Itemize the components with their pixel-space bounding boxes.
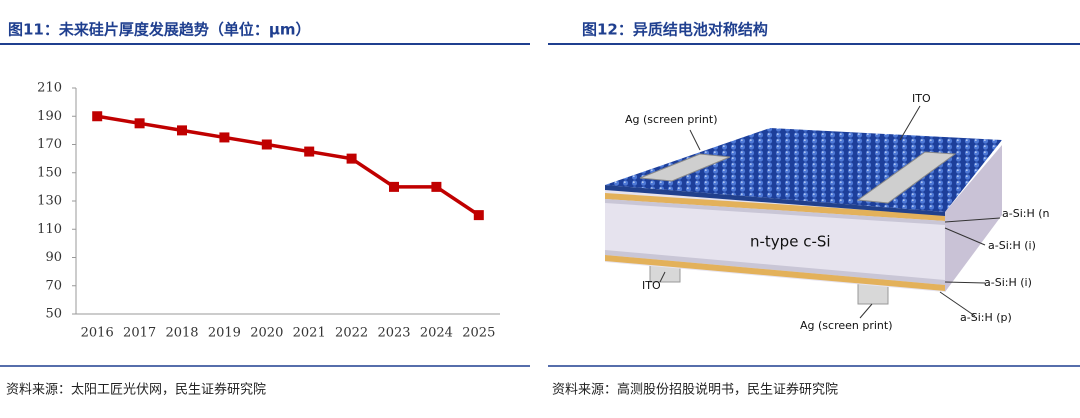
diagram-label: a-Si:H (n xyxy=(1002,207,1050,220)
marker xyxy=(304,146,315,157)
leader xyxy=(659,271,666,283)
top-contact xyxy=(639,153,731,182)
leader xyxy=(944,227,986,246)
chart-title: 图11：未来硅片厚度发展趋势（单位：μm） xyxy=(8,21,311,39)
leader xyxy=(944,281,986,284)
marker xyxy=(134,118,145,129)
line xyxy=(96,114,480,217)
x-tick-label: 2021 xyxy=(293,326,326,341)
marker xyxy=(219,132,230,143)
bottom-contact xyxy=(857,283,889,305)
marker xyxy=(261,139,272,150)
x-tick-label: 2018 xyxy=(165,326,198,341)
diagram-label: a-Si:H (p) xyxy=(960,311,1012,324)
leader xyxy=(689,129,701,151)
chart: 50 70 90 110 130 150 170 190 210 2016 2017 2018 2019… xyxy=(37,81,500,341)
leader xyxy=(859,303,873,319)
source: 资料来源：太阳工匠光伏网，民生证券研究院 xyxy=(6,382,266,398)
y-tick-label: 110 xyxy=(37,222,62,237)
marker xyxy=(473,210,484,221)
x-tick-label: 2016 xyxy=(81,326,114,341)
layer xyxy=(605,250,945,285)
leader xyxy=(944,217,1001,223)
diagram-label: n-type c-Si xyxy=(750,233,831,251)
y-tick-label: 210 xyxy=(37,81,62,96)
leader xyxy=(939,291,976,317)
ito-layer xyxy=(605,185,945,216)
marker xyxy=(346,153,357,164)
cell-diagram: Ag (screen print) ITO a-Si:H (n a-Si:H (… xyxy=(605,92,1050,332)
diagram-label: Ag (screen print) xyxy=(625,113,718,126)
layer xyxy=(605,255,945,291)
top-contact xyxy=(856,151,957,204)
diagram-label: ITO xyxy=(912,92,931,105)
layer xyxy=(605,193,945,221)
diagram-label: a-Si:H (i) xyxy=(984,276,1032,289)
diagram-label: a-Si:H (i) xyxy=(988,239,1036,252)
marker xyxy=(177,125,187,136)
layer xyxy=(605,199,945,225)
x-tick-label: 2024 xyxy=(420,326,453,341)
y-tick-label: 170 xyxy=(37,137,62,152)
diagram-label: Ag (screen print) xyxy=(800,319,893,332)
y-tick-label: 190 xyxy=(37,109,62,124)
y-tick-label: 70 xyxy=(45,278,62,293)
y-tick-label: 50 xyxy=(45,307,62,322)
figure-title: 图12：异质结电池对称结构 xyxy=(582,21,768,39)
marker xyxy=(389,181,399,192)
diagram-label: ITO xyxy=(642,279,661,292)
x-tick-label: 2017 xyxy=(123,326,156,341)
y-tick-label: 150 xyxy=(37,165,62,180)
x-tick-label: 2025 xyxy=(462,326,495,341)
source: 资料来源：高测股份招股说明书，民生证券研究院 xyxy=(552,382,838,398)
y-tick-label: 130 xyxy=(37,194,62,209)
x-tick-label: 2020 xyxy=(250,326,283,341)
y-tick-label: 90 xyxy=(45,250,62,265)
leader xyxy=(899,105,921,141)
x-tick-label: 2019 xyxy=(208,326,241,341)
x-tick-label: 2022 xyxy=(335,326,368,341)
marker xyxy=(92,111,103,122)
marker xyxy=(431,181,442,192)
side-face xyxy=(945,145,1002,292)
x-tick-label: 2023 xyxy=(377,326,410,341)
